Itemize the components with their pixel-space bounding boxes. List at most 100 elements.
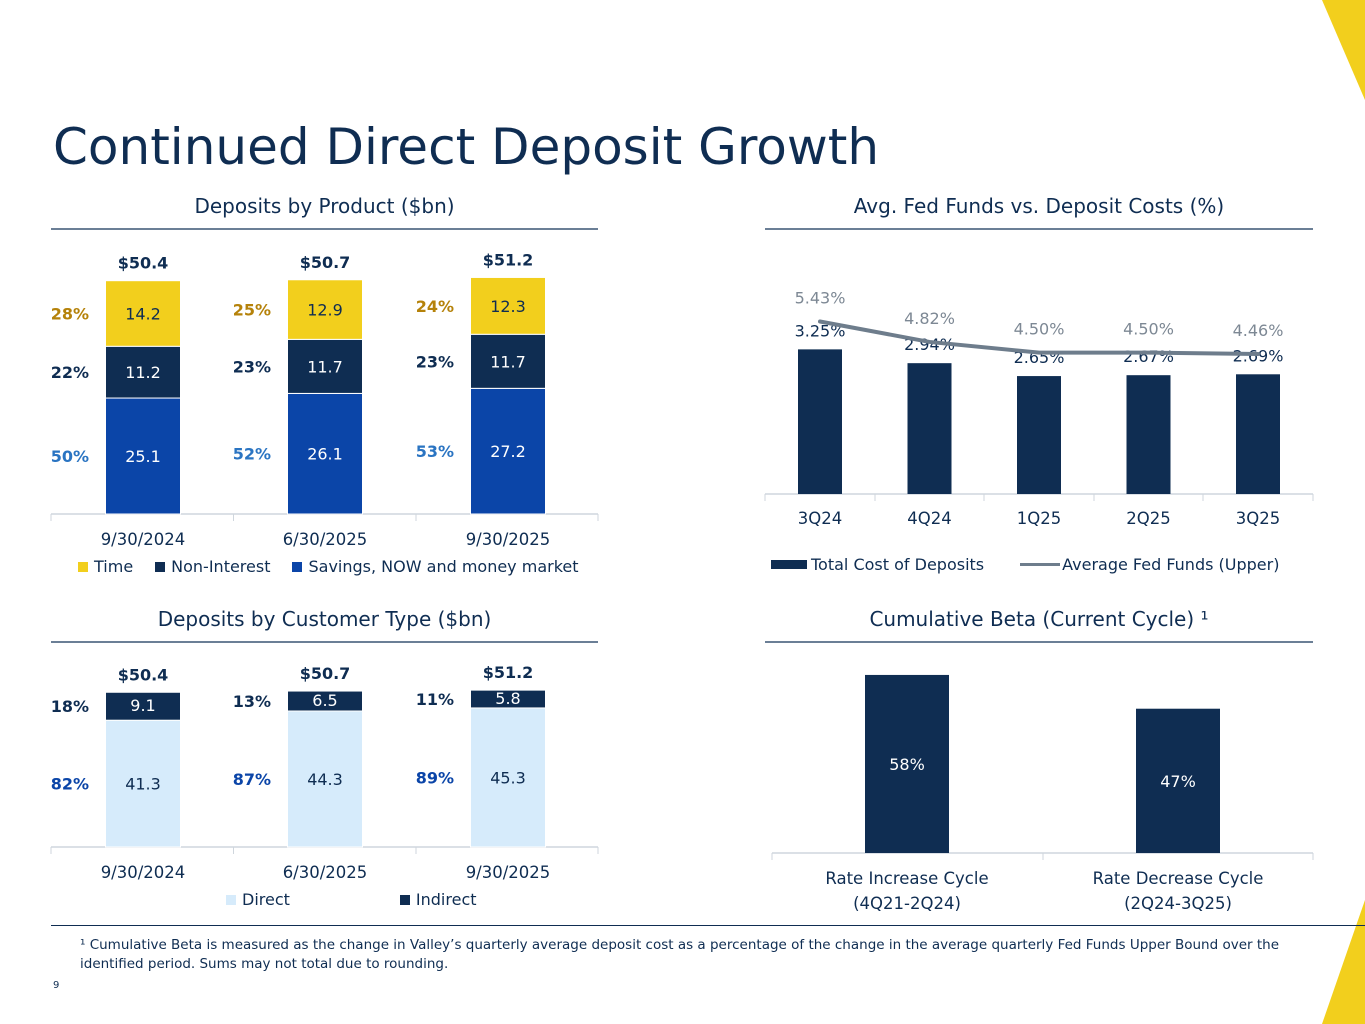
bar-segment: [287, 690, 363, 712]
bar-segment: [287, 710, 363, 848]
cumulative-beta-title: Cumulative Beta (Current Cycle) ¹: [869, 607, 1209, 631]
page-number: 9: [53, 980, 60, 991]
percent-label: 22%: [51, 363, 89, 382]
legend-swatch-non-interest: [155, 561, 166, 572]
deposit-cost-label: 2.67%: [1123, 347, 1174, 366]
legend-swatch-fed-funds: [1020, 563, 1061, 566]
x-tick-label: 3Q24: [798, 509, 842, 528]
bar-segment: [105, 397, 181, 515]
deposits-by-product-chart: 25.1 50% 11.2 22% 14.2 28% $50.4 9/30/2024 26.1 5…: [50, 250, 599, 549]
bar-value-label: 11.7: [307, 357, 343, 376]
deposit-cost-label: 3.25%: [795, 321, 846, 340]
deposits-by-customer-chart: 41.3 82% 9.1 18% $50.4 9/30/2024 44.3 87% 6.5 13%…: [50, 663, 599, 882]
divider: [765, 228, 1313, 230]
percent-label: 52%: [233, 445, 271, 464]
legend-label-deposit-cost: Total Cost of Deposits: [811, 555, 985, 574]
legend-swatch-savings: [292, 561, 303, 572]
percent-label: 18%: [51, 697, 89, 716]
total-label: $50.7: [300, 253, 351, 272]
beta-bar: [865, 674, 949, 853]
legend-label-indirect: Indirect: [415, 890, 477, 909]
fed-funds-label: 4.82%: [904, 309, 955, 328]
beta-value-label: 58%: [889, 755, 925, 774]
x-tick-label: 2Q25: [1126, 509, 1170, 528]
bar-segment: [287, 279, 363, 340]
bar-value-label: 45.3: [490, 768, 526, 787]
bar-value-label: 5.8: [495, 689, 520, 708]
x-tick-label: 6/30/2025: [283, 530, 368, 549]
total-label: $51.2: [483, 663, 534, 682]
bar-value-label: 11.2: [125, 363, 161, 382]
bar-value-label: 25.1: [125, 447, 161, 466]
beta-value-label: 47%: [1160, 772, 1196, 791]
x-tick-label: 9/30/2024: [101, 530, 186, 549]
bar-value-label: 27.2: [490, 442, 526, 461]
divider: [51, 641, 598, 643]
bar-value-label: 12.3: [490, 297, 526, 316]
deposits-by-product-title: Deposits by Product ($bn): [194, 194, 455, 218]
deposit-cost-bar: [1236, 374, 1280, 494]
legend-label-direct: Direct: [242, 890, 290, 909]
percent-label: 23%: [233, 357, 271, 376]
x-tick-label: 9/30/2025: [466, 530, 551, 549]
total-label: $50.4: [118, 665, 169, 684]
x-tick-label: 6/30/2025: [283, 863, 368, 882]
x-tick-label: 1Q25: [1017, 509, 1061, 528]
fed-funds-title: Avg. Fed Funds vs. Deposit Costs (%): [853, 194, 1225, 218]
bar-value-label: 41.3: [125, 775, 161, 794]
top-right-accent: [1322, 0, 1365, 100]
bar-value-label: 9.1: [130, 696, 155, 715]
percent-label: 23%: [416, 352, 454, 371]
percent-label: 82%: [51, 775, 89, 794]
percent-label: 11%: [416, 690, 454, 709]
fed-legend: Total Cost of Deposits Average Fed Funds…: [771, 555, 1279, 574]
legend-swatch-indirect: [399, 894, 410, 905]
deposit-cost-bar: [798, 349, 842, 494]
percent-label: 89%: [416, 768, 454, 787]
bar-value-label: 11.7: [490, 352, 526, 371]
bar-segment: [470, 689, 546, 709]
total-label: $50.4: [118, 254, 169, 273]
fed-funds-label: 4.46%: [1233, 321, 1284, 340]
percent-label: 25%: [233, 301, 271, 320]
total-label: $51.2: [483, 250, 534, 269]
beta-bar: [1136, 708, 1220, 853]
fed-funds-chart: 3.25%3Q245.43%2.94%4Q244.82%2.65%1Q254.5…: [764, 289, 1314, 528]
page-title: Continued Direct Deposit Growth: [53, 118, 880, 176]
legend-label-non-interest: Non-Interest: [171, 557, 271, 576]
product-legend: Time Non-Interest Savings, NOW and money…: [78, 557, 579, 576]
x-tick-label: 9/30/2024: [101, 863, 186, 882]
fed-funds-label: 4.50%: [1014, 320, 1065, 339]
x-tick-label: Rate Decrease Cycle: [1093, 869, 1264, 888]
divider: [51, 228, 598, 230]
percent-label: 53%: [416, 442, 454, 461]
bar-segment: [470, 387, 546, 515]
percent-label: 87%: [233, 770, 271, 789]
bar-value-label: 44.3: [307, 770, 343, 789]
bar-value-label: 26.1: [307, 445, 343, 464]
bar-segment: [105, 345, 181, 399]
x-tick-label: (4Q21-2Q24): [853, 894, 961, 913]
percent-label: 28%: [51, 304, 89, 323]
divider: [765, 641, 1313, 643]
legend-swatch-deposit-cost: [771, 560, 807, 569]
customer-legend: Direct Indirect: [226, 890, 477, 909]
x-tick-label: 9/30/2025: [466, 863, 551, 882]
bar-segment: [470, 333, 546, 389]
fed-funds-line: [818, 319, 1260, 356]
footnote-divider: [51, 925, 1365, 926]
legend-label-fed-funds: Average Fed Funds (Upper): [1062, 555, 1280, 574]
deposit-cost-bar: [1126, 375, 1171, 494]
fed-funds-label: 5.43%: [795, 289, 846, 308]
bottom-right-accent: [1322, 900, 1365, 1024]
bar-value-label: 12.9: [307, 301, 343, 320]
bar-value-label: 6.5: [312, 691, 337, 710]
bar-segment: [470, 707, 546, 848]
deposits-by-customer-title: Deposits by Customer Type ($bn): [157, 607, 492, 631]
bar-value-label: 14.2: [125, 304, 161, 323]
deposit-cost-bar: [1017, 376, 1061, 494]
percent-label: 13%: [233, 692, 271, 711]
legend-label-time: Time: [94, 557, 134, 576]
percent-label: 50%: [51, 447, 89, 466]
